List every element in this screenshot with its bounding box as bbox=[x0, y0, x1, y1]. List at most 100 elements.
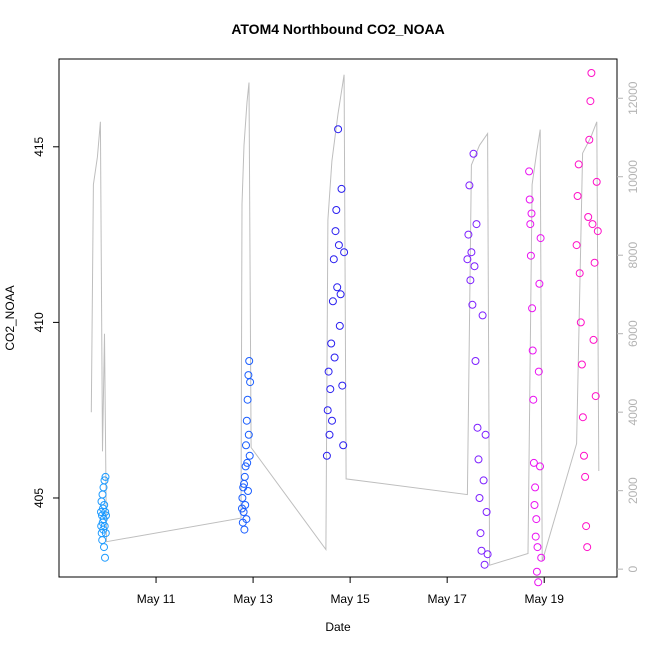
data-point bbox=[573, 192, 582, 200]
y2-tick-label: 10000 bbox=[626, 160, 640, 194]
data-point bbox=[467, 248, 476, 257]
data-point bbox=[101, 529, 110, 538]
data-point bbox=[101, 508, 110, 516]
data-point bbox=[245, 451, 254, 460]
data-point bbox=[101, 472, 110, 481]
data-point bbox=[328, 297, 337, 306]
data-point bbox=[575, 269, 584, 278]
data-point bbox=[240, 525, 249, 534]
data-point bbox=[98, 490, 107, 499]
chart-title: ATOM4 Northbound CO2_NOAA bbox=[231, 21, 444, 37]
data-point bbox=[464, 230, 473, 239]
data-point bbox=[332, 206, 341, 214]
data-point bbox=[474, 455, 483, 464]
data-point bbox=[240, 472, 249, 481]
plot-frame bbox=[58, 58, 618, 578]
data-point bbox=[334, 125, 343, 134]
data-point bbox=[479, 476, 488, 485]
data-point bbox=[471, 357, 480, 365]
data-point bbox=[243, 458, 252, 467]
data-point bbox=[245, 357, 254, 365]
data-point bbox=[537, 553, 546, 562]
y-tick-label: 415 bbox=[32, 136, 46, 156]
data-point bbox=[590, 258, 599, 267]
data-point bbox=[528, 304, 537, 313]
data-point bbox=[238, 494, 247, 502]
data-point bbox=[477, 546, 486, 555]
data-point bbox=[335, 321, 344, 330]
data-point bbox=[527, 209, 536, 218]
data-point bbox=[592, 177, 601, 186]
data-point bbox=[586, 97, 595, 106]
data-point bbox=[244, 430, 253, 439]
data-point bbox=[483, 550, 492, 559]
data-point bbox=[475, 494, 484, 502]
data-point bbox=[339, 441, 348, 450]
data-point bbox=[526, 220, 535, 229]
data-point bbox=[531, 532, 540, 541]
data-point bbox=[100, 476, 109, 485]
data-point bbox=[243, 395, 252, 404]
data-point bbox=[469, 149, 478, 158]
data-point bbox=[466, 276, 475, 285]
data-point bbox=[532, 515, 541, 524]
data-point bbox=[476, 529, 485, 538]
data-point bbox=[576, 318, 585, 327]
y2-tick-label: 6000 bbox=[626, 320, 640, 347]
data-point bbox=[480, 560, 489, 569]
data-point bbox=[465, 181, 474, 190]
axes-group: May 11 May 13 May 15 May 17 May 19 405 410 415 0… bbox=[32, 81, 640, 606]
data-point bbox=[472, 220, 481, 229]
data-point bbox=[482, 508, 491, 516]
data-point bbox=[572, 241, 581, 250]
data-point bbox=[531, 483, 540, 492]
data-point bbox=[530, 501, 539, 509]
data-point bbox=[244, 487, 252, 495]
data-point bbox=[536, 462, 544, 471]
data-point bbox=[583, 543, 592, 552]
data-point bbox=[331, 227, 340, 236]
data-point bbox=[242, 515, 251, 524]
y2-tick-label: 8000 bbox=[626, 242, 640, 269]
data-point bbox=[334, 241, 343, 250]
series-3 bbox=[322, 125, 349, 460]
data-point bbox=[242, 441, 250, 450]
data-point bbox=[587, 69, 596, 77]
x-axis-label: Date bbox=[325, 620, 351, 634]
data-point bbox=[529, 395, 538, 404]
series-5 bbox=[525, 167, 546, 587]
data-point bbox=[242, 416, 251, 425]
y2-tick-label: 2000 bbox=[626, 477, 640, 504]
data-point bbox=[578, 413, 587, 422]
data-point bbox=[591, 392, 600, 401]
data-point bbox=[470, 262, 479, 271]
data-point bbox=[98, 536, 107, 545]
data-point bbox=[529, 458, 538, 467]
data-point bbox=[577, 360, 586, 369]
data-point bbox=[584, 213, 593, 221]
data-points-group bbox=[97, 69, 602, 587]
data-point bbox=[589, 335, 598, 344]
data-point bbox=[101, 553, 109, 562]
data-point bbox=[533, 543, 542, 552]
data-point bbox=[336, 290, 345, 299]
data-point bbox=[574, 160, 583, 169]
data-point bbox=[241, 501, 250, 509]
data-point bbox=[327, 339, 336, 348]
data-point bbox=[323, 406, 332, 415]
data-point bbox=[326, 385, 335, 394]
data-point bbox=[535, 279, 544, 288]
data-point bbox=[536, 234, 545, 243]
series-2 bbox=[238, 357, 255, 534]
data-point bbox=[333, 283, 342, 292]
data-point bbox=[473, 423, 482, 432]
data-point bbox=[525, 167, 534, 176]
data-point bbox=[102, 511, 110, 520]
data-point bbox=[324, 367, 333, 376]
data-point bbox=[338, 381, 347, 390]
data-point bbox=[581, 472, 590, 481]
data-point bbox=[526, 251, 535, 260]
series-6 bbox=[572, 69, 602, 552]
altitude-line bbox=[90, 74, 600, 566]
data-point bbox=[468, 300, 477, 309]
